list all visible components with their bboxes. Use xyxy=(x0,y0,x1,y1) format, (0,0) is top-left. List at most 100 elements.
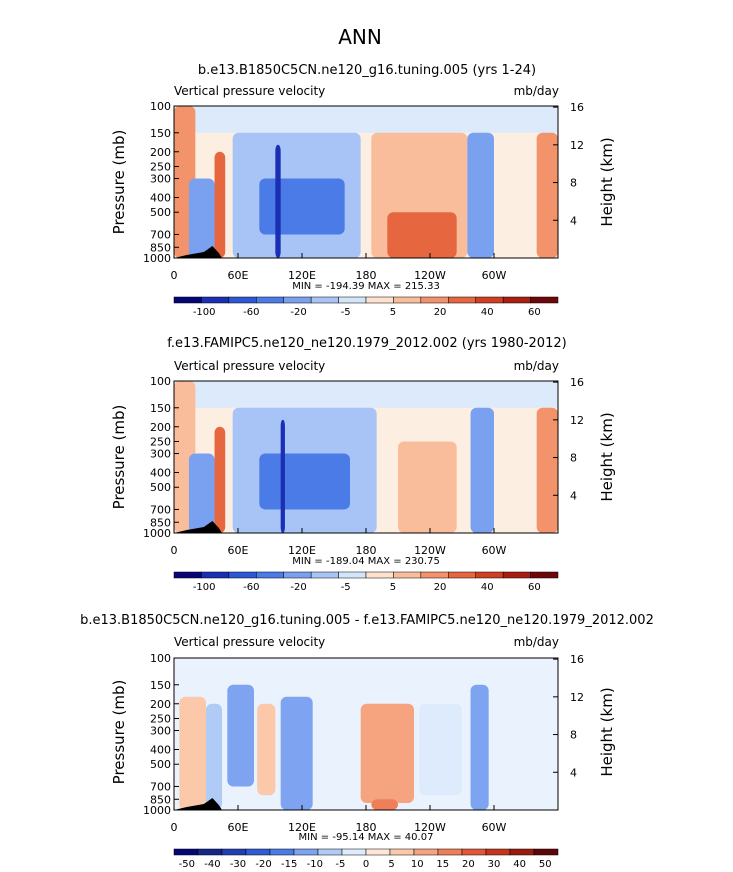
contour-region-5 xyxy=(275,144,281,258)
y-tick-label: 250 xyxy=(150,712,171,725)
variable-label: Vertical pressure velocity xyxy=(174,84,325,98)
y-axis-label: Pressure (mb) xyxy=(110,405,128,510)
colorbar-cell xyxy=(420,296,449,304)
colorbar-cell xyxy=(201,571,230,579)
colorbar-label: -20 xyxy=(290,582,306,593)
colorbar-cell xyxy=(389,848,415,856)
colorbar-cell xyxy=(461,848,487,856)
colorbar-cell xyxy=(283,571,312,579)
x-tick-label: 60E xyxy=(228,544,249,557)
contour-field xyxy=(174,658,558,810)
colorbar-cell xyxy=(256,571,284,579)
contour-region-2 xyxy=(214,151,226,258)
y-tick-label: 200 xyxy=(150,421,171,434)
min-max-text: MIN = -189.04 MAX = 230.75 xyxy=(292,556,440,567)
y-axis-label-right: Height (km) xyxy=(598,687,616,776)
upper-band xyxy=(174,381,558,408)
colorbar-cell xyxy=(338,571,367,579)
topography xyxy=(174,246,222,258)
min-max-text: MIN = -194.39 MAX = 215.33 xyxy=(292,281,440,292)
colorbar-label: -5 xyxy=(341,582,351,593)
y-tick-right-label: 4 xyxy=(570,214,577,227)
upper-band xyxy=(174,106,558,133)
y-axis-label-right: Height (km) xyxy=(598,412,616,501)
y-tick-label: 400 xyxy=(150,467,171,480)
contour-region-8 xyxy=(467,132,494,258)
y-tick-label: 500 xyxy=(150,206,171,219)
panel-title: b.e13.B1850C5CN.ne120_g16.tuning.005 - f… xyxy=(80,613,654,628)
colorbar-cell xyxy=(420,571,449,579)
colorbar-label: -5 xyxy=(341,307,351,318)
colorbar-cell xyxy=(197,848,223,856)
colorbar-cell xyxy=(341,848,367,856)
y-tick-label: 150 xyxy=(150,679,171,692)
y-tick-right-label: 12 xyxy=(570,414,584,427)
variable-label: Vertical pressure velocity xyxy=(174,359,325,373)
y-axis-label: Pressure (mb) xyxy=(110,680,128,785)
colorbar-cell xyxy=(475,296,504,304)
colorbar-label: -5 xyxy=(335,859,345,870)
contour-field xyxy=(174,106,558,258)
colorbar-cell xyxy=(502,296,531,304)
colorbar-cell xyxy=(293,848,319,856)
contour-region-5 xyxy=(280,419,285,533)
contour-region-5 xyxy=(360,703,414,804)
colorbar-cell xyxy=(502,571,531,579)
colorbar-label: -100 xyxy=(193,582,216,593)
colorbar-cell xyxy=(310,571,339,579)
units-label: mb/day xyxy=(514,359,559,373)
colorbar-cell xyxy=(228,296,257,304)
colorbar-label: 20 xyxy=(434,582,447,593)
x-tick-label: 60E xyxy=(228,269,249,282)
y-tick-label: 500 xyxy=(150,758,171,771)
contour-region-1 xyxy=(188,178,215,258)
colorbar-cell xyxy=(509,848,535,856)
x-tick-label: 180 xyxy=(356,269,377,282)
y-tick-label: 850 xyxy=(150,793,171,806)
topography xyxy=(174,521,222,533)
x-tick-label: 180 xyxy=(356,544,377,557)
y-tick-right-label: 16 xyxy=(570,653,584,666)
x-tick-label: 120W xyxy=(414,269,446,282)
panel-title: f.e13.FAMIPC5.ne120_ne120.1979_2012.002 … xyxy=(167,336,566,351)
y-tick-label: 1000 xyxy=(143,804,171,817)
x-tick-label: 60W xyxy=(482,544,507,557)
colorbar-cell xyxy=(338,296,367,304)
colorbar-label: 60 xyxy=(528,307,541,318)
contour-region-0 xyxy=(179,696,206,810)
y-tick-label: 300 xyxy=(150,448,171,461)
colorbar-cell xyxy=(533,848,559,856)
colorbar-cell xyxy=(310,296,339,304)
y-tick-label: 250 xyxy=(150,160,171,173)
colorbar-label: 0 xyxy=(363,859,369,870)
colorbar-label: 50 xyxy=(539,859,552,870)
variable-label: Vertical pressure velocity xyxy=(174,635,325,649)
colorbar-cell xyxy=(317,848,343,856)
y-tick-label: 200 xyxy=(150,698,171,711)
y-tick-right-label: 4 xyxy=(570,766,577,779)
colorbar-label: 20 xyxy=(462,859,475,870)
y-axis-label: Pressure (mb) xyxy=(110,130,128,235)
colorbar-label: -60 xyxy=(243,307,259,318)
topography xyxy=(174,798,222,810)
y-tick-label: 1000 xyxy=(143,252,171,265)
y-tick-label: 100 xyxy=(150,375,171,388)
y-tick-right-label: 16 xyxy=(570,376,584,389)
colorbar-label: -20 xyxy=(255,859,271,870)
colorbar-cell xyxy=(365,296,394,304)
colorbar-label: 15 xyxy=(436,859,449,870)
colorbar-label: -15 xyxy=(281,859,297,870)
contour-region-4 xyxy=(259,178,345,235)
y-tick-label: 1000 xyxy=(143,527,171,540)
colorbar-cell xyxy=(448,296,476,304)
colorbar-cell xyxy=(221,848,247,856)
units-label: mb/day xyxy=(514,84,559,98)
colorbar-cell xyxy=(269,848,295,856)
y-tick-label: 300 xyxy=(150,173,171,186)
contour-region-6 xyxy=(398,441,457,533)
colorbar-label: 40 xyxy=(481,582,494,593)
y-tick-label: 200 xyxy=(150,146,171,159)
colorbar-label: -50 xyxy=(179,859,195,870)
colorbar-label: 30 xyxy=(488,859,501,870)
colorbar-cell xyxy=(228,571,257,579)
